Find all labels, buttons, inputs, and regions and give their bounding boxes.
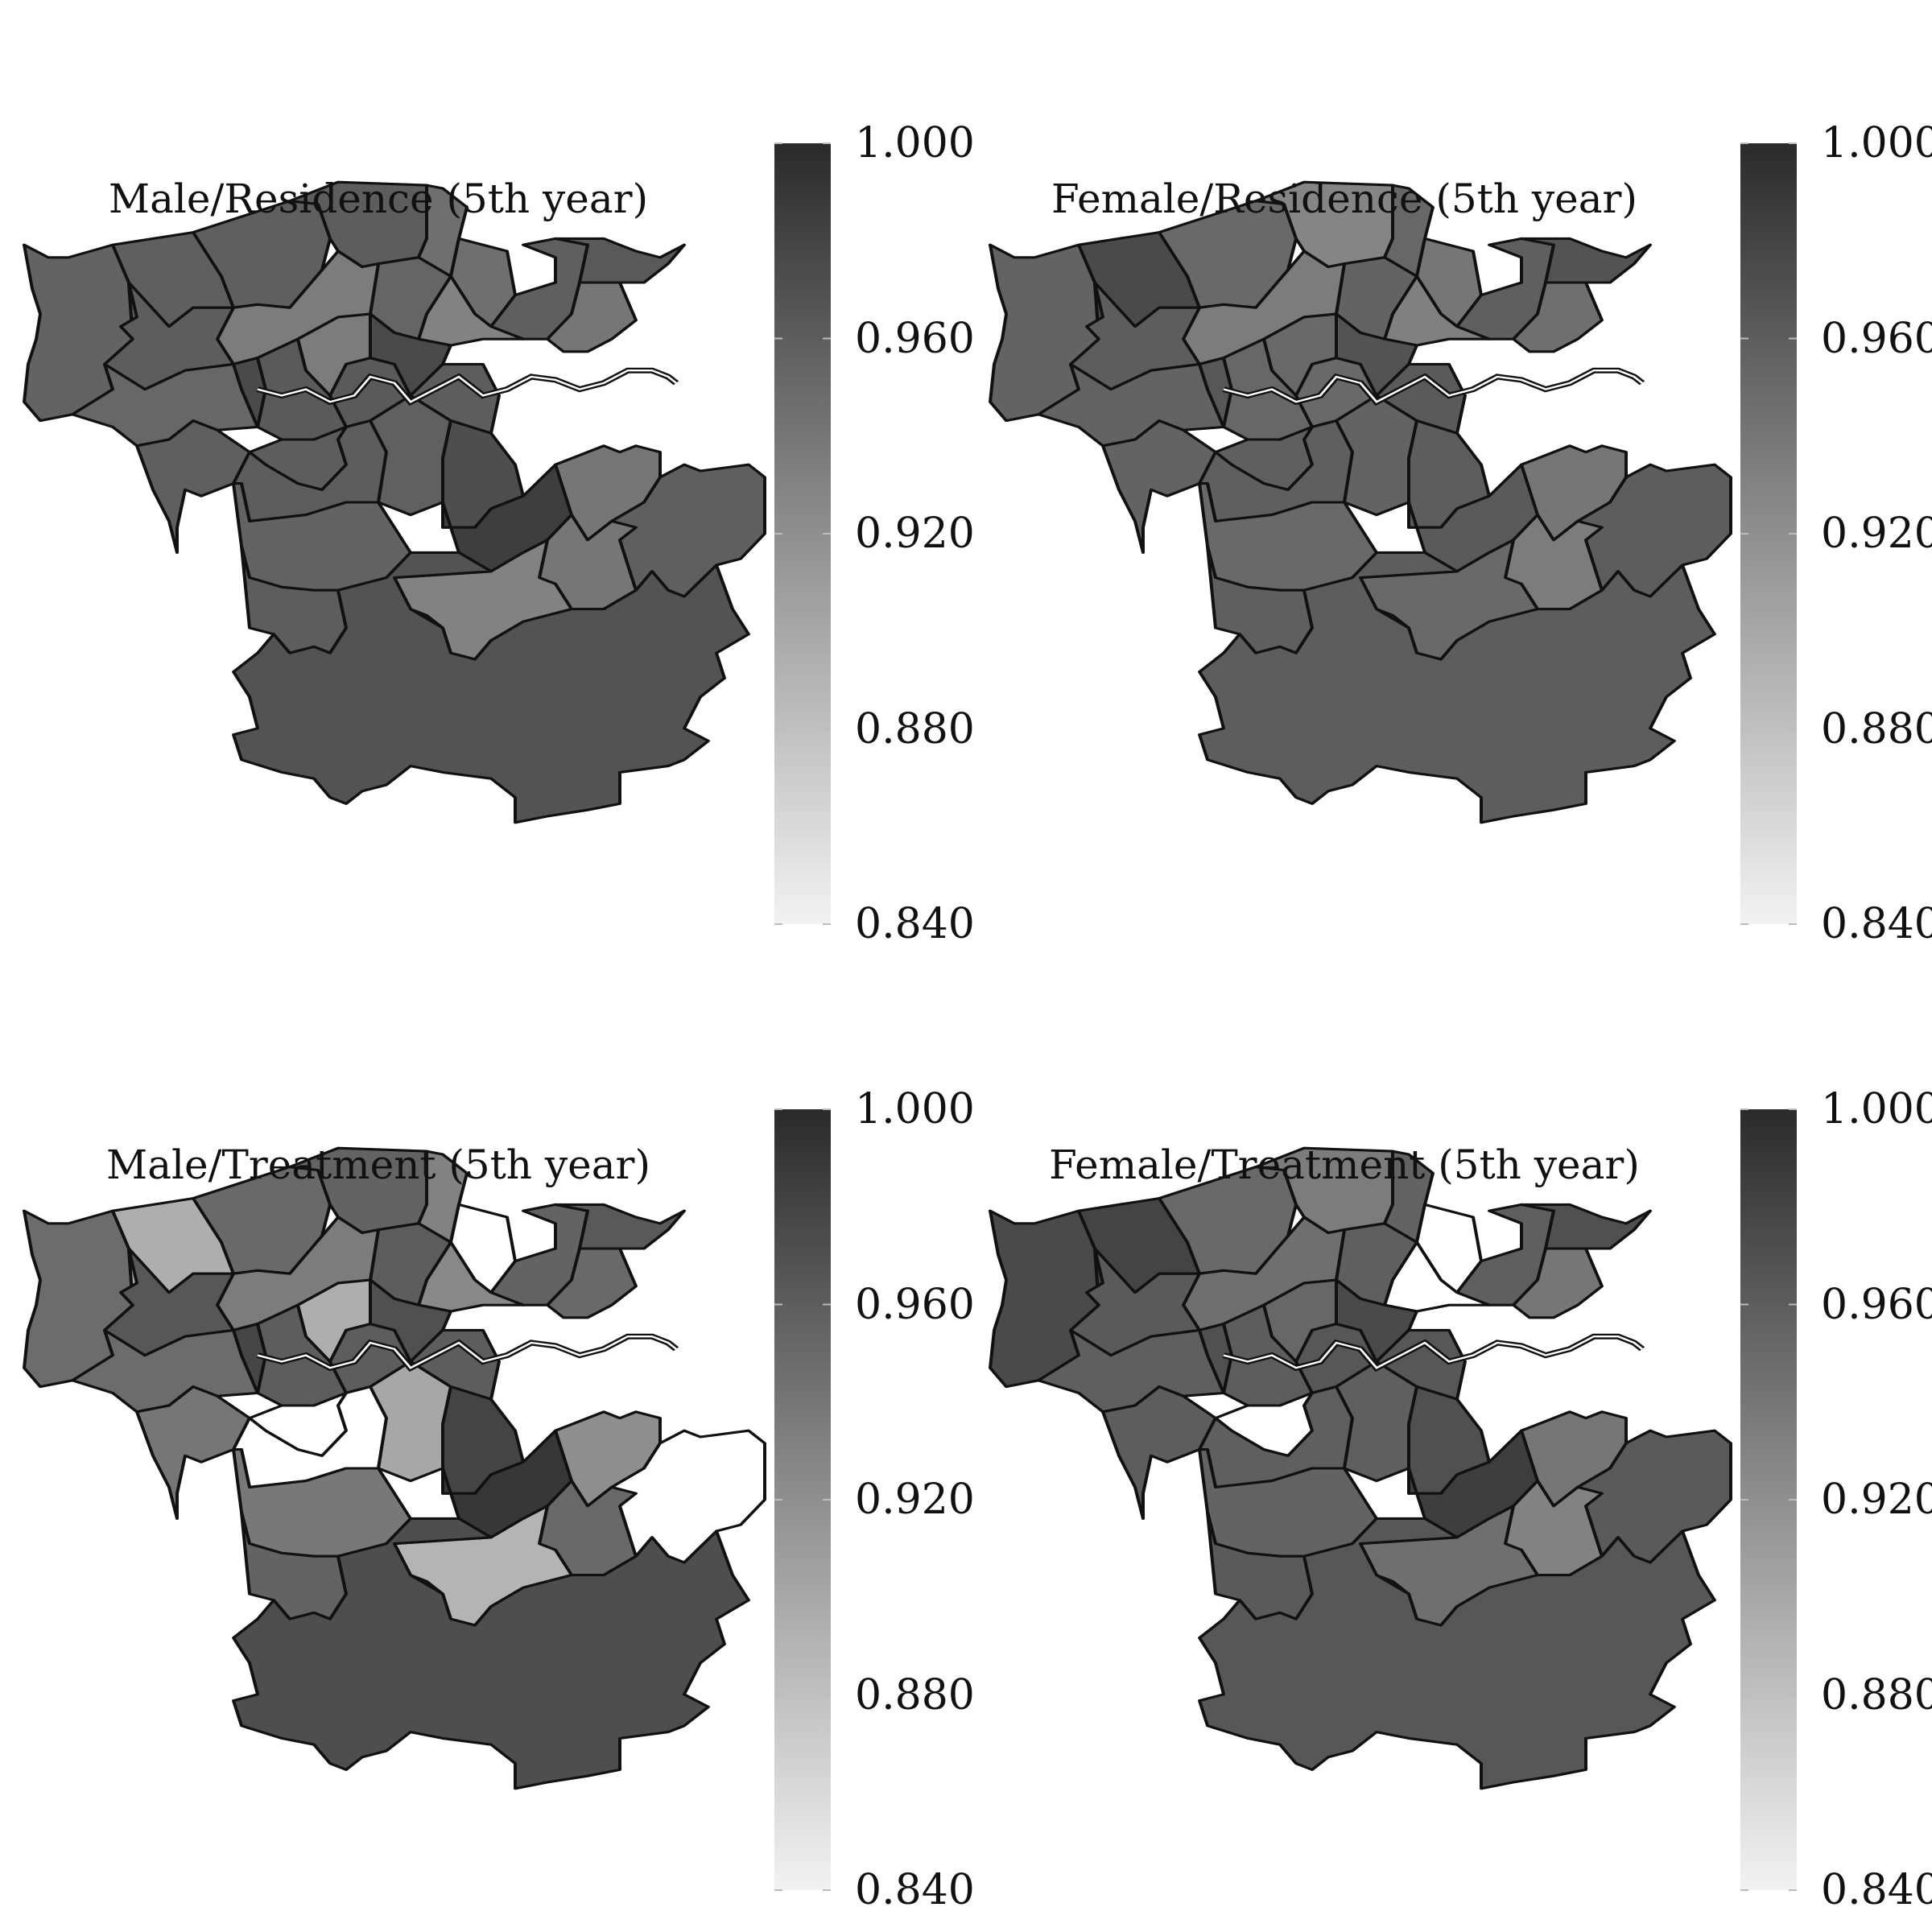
borough-group: [989, 180, 1732, 824]
panel-title: Male/Treatment (5th year): [106, 1141, 650, 1188]
colorbar-tick-label: 1.000: [855, 1085, 975, 1133]
borough-region: [1576, 463, 1732, 598]
borough-region: [546, 281, 638, 353]
colorbar-tick-label: 0.920: [1821, 510, 1932, 558]
map-panel-4: Female/Treatment (5th year) 1.000 0.960 0.9…: [966, 966, 1932, 1932]
colorbar-tick-label: 0.960: [855, 1280, 975, 1329]
colorbar-tick-label: 0.880: [1821, 1670, 1932, 1719]
colorbar-tick-label: 1.000: [855, 119, 975, 167]
colorbar-tick-label: 0.840: [855, 900, 975, 948]
river-thames: [1223, 369, 1644, 403]
panel-title: Male/Residence (5th year): [108, 175, 649, 222]
colorbar-tick-label: 0.960: [1821, 314, 1932, 363]
colorbar: [1740, 1109, 1797, 1890]
borough-region: [1576, 1429, 1732, 1564]
colorbar: [774, 143, 831, 924]
borough-region: [232, 551, 750, 824]
colorbar-tick-label: 0.880: [855, 704, 975, 753]
river-thames: [257, 1335, 678, 1369]
colorbar-tick-label: 0.880: [1821, 704, 1932, 753]
borough-region: [1512, 1247, 1604, 1319]
colorbar-tick-label: 0.960: [1821, 1280, 1932, 1329]
borough-region: [1101, 419, 1217, 554]
river-thames: [1223, 1335, 1644, 1369]
borough-region: [1520, 1203, 1652, 1250]
borough-region: [610, 463, 766, 598]
colorbar-tick-label: 0.840: [855, 1866, 975, 1914]
borough-region: [1198, 1517, 1716, 1790]
map-panel-2: Female/Residence (5th year) 1.000 0.960 0.9…: [966, 0, 1932, 966]
borough-region: [1512, 281, 1604, 353]
map-panel-1: Male/Residence (5th year) 1.000 0.960 0.920…: [0, 0, 975, 966]
choropleth-map: [989, 1108, 1797, 1891]
borough-region: [554, 237, 686, 284]
borough-region: [135, 419, 251, 554]
borough-region: [554, 1203, 686, 1250]
river-thames: [257, 369, 678, 403]
borough-group: [23, 1146, 766, 1790]
choropleth-map: [23, 1108, 831, 1891]
colorbar-tick-label: 0.960: [855, 314, 975, 363]
colorbar-tick-label: 1.000: [1821, 119, 1932, 167]
colorbar-tick-label: 1.000: [1821, 1085, 1932, 1133]
borough-region: [1198, 551, 1716, 824]
colorbar-tick-label: 0.920: [855, 510, 975, 558]
borough-region: [232, 1517, 750, 1790]
borough-region: [1101, 1385, 1217, 1520]
colorbar: [1740, 143, 1797, 924]
colorbar-tick-label: 0.920: [1821, 1476, 1932, 1524]
colorbar-tick-label: 0.880: [855, 1670, 975, 1719]
borough-region: [610, 1429, 766, 1564]
colorbar: [774, 1109, 831, 1890]
borough-region: [546, 1247, 638, 1319]
choropleth-map: [989, 142, 1797, 925]
borough-group: [23, 180, 766, 824]
panel-title: Female/Residence (5th year): [1051, 175, 1637, 222]
colorbar-tick-label: 0.840: [1821, 1866, 1932, 1914]
borough-region: [1520, 237, 1652, 284]
panel-title: Female/Treatment (5th year): [1049, 1141, 1640, 1188]
colorbar-tick-label: 0.840: [1821, 900, 1932, 948]
borough-group: [989, 1146, 1732, 1790]
borough-region: [135, 1385, 251, 1520]
map-panel-3: Male/Treatment (5th year) 1.000 0.960 0.920…: [0, 966, 975, 1932]
choropleth-map: [23, 142, 831, 925]
colorbar-tick-label: 0.920: [855, 1476, 975, 1524]
